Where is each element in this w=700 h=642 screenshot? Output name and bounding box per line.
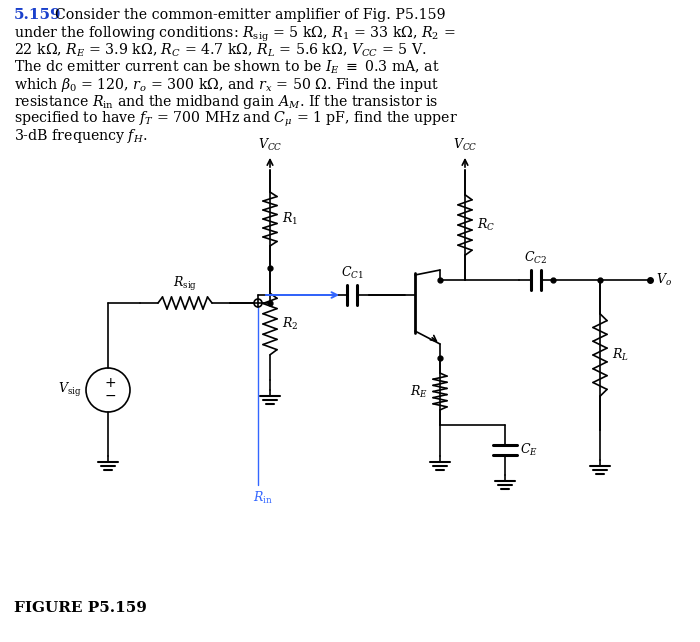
Text: 22 k$\Omega$, $R_E$ = 3.9 k$\Omega$, $R_C$ = 4.7 k$\Omega$, $R_L$ = 5.6 k$\Omega: 22 k$\Omega$, $R_E$ = 3.9 k$\Omega$, $R_… xyxy=(14,42,427,60)
Text: $R_L$: $R_L$ xyxy=(612,347,629,363)
Text: under the following conditions: $R_\mathrm{sig}$ = 5 k$\Omega$, $R_1$ = 33 k$\Om: under the following conditions: $R_\math… xyxy=(14,25,456,44)
Text: resistance $R_\mathrm{in}$ and the midband gain $A_M$. If the transistor is: resistance $R_\mathrm{in}$ and the midba… xyxy=(14,93,438,111)
Text: $C_E$: $C_E$ xyxy=(520,442,538,458)
Text: $R_\mathrm{sig}$: $R_\mathrm{sig}$ xyxy=(173,275,197,293)
Text: The dc emitter current can be shown to be $I_E$ $\equiv$ 0.3 mA, at: The dc emitter current can be shown to b… xyxy=(14,59,440,76)
Text: Consider the common-emitter amplifier of Fig. P5.159: Consider the common-emitter amplifier of… xyxy=(55,8,446,22)
Text: $R_1$: $R_1$ xyxy=(282,211,298,227)
Text: $V_{CC}$: $V_{CC}$ xyxy=(258,137,282,153)
Text: $R_E$: $R_E$ xyxy=(410,383,428,399)
Text: $V_\mathrm{sig}$: $V_\mathrm{sig}$ xyxy=(58,381,82,399)
Text: $R_\mathrm{in}$: $R_\mathrm{in}$ xyxy=(253,490,273,506)
Text: 3-dB frequency $f_H$.: 3-dB frequency $f_H$. xyxy=(14,127,148,145)
Text: FIGURE P5.159: FIGURE P5.159 xyxy=(14,601,147,615)
Text: which $\beta_0$ = 120, $r_o$ = 300 k$\Omega$, and $r_x$ = 50 $\Omega$. Find the : which $\beta_0$ = 120, $r_o$ = 300 k$\Om… xyxy=(14,76,439,94)
Text: specified to have $f_T$ = 700 MHz and $C_\mu$ = 1 pF, find the upper: specified to have $f_T$ = 700 MHz and $C… xyxy=(14,110,458,129)
Text: +: + xyxy=(104,376,116,390)
Text: $V_{CC}$: $V_{CC}$ xyxy=(453,137,477,153)
Text: $R_C$: $R_C$ xyxy=(477,217,495,233)
Text: $C_{C2}$: $C_{C2}$ xyxy=(524,250,547,266)
Text: $C_{C1}$: $C_{C1}$ xyxy=(341,265,363,281)
Text: $V_o$: $V_o$ xyxy=(656,272,672,288)
Text: $R_2$: $R_2$ xyxy=(282,316,298,332)
Text: 5.159: 5.159 xyxy=(14,8,62,22)
Text: −: − xyxy=(104,389,116,403)
